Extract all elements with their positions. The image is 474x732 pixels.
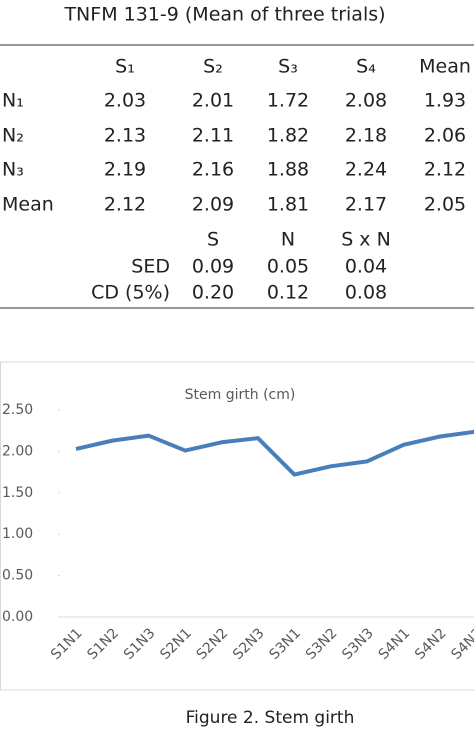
cell: 2.08 — [345, 90, 387, 112]
cell: 2.05 — [424, 194, 466, 216]
row-label: Mean — [2, 194, 54, 216]
x-tick-label: S2N1 — [157, 625, 195, 663]
stat-label: CD (5%) — [91, 282, 170, 304]
y-tick-label: 0.00 — [2, 609, 33, 625]
x-tick-label: S3N3 — [339, 625, 377, 663]
cell: 2.19 — [104, 159, 146, 181]
table-title: TNFM 131-9 (Mean of three trials) — [63, 4, 385, 26]
x-tick-label: S1N3 — [121, 625, 159, 663]
chart-title: Stem girth (cm) — [185, 387, 296, 403]
stat-cell: 0.04 — [345, 256, 387, 278]
stat-cell: 0.08 — [345, 282, 387, 304]
y-tick-label: 2.50 — [2, 402, 33, 418]
cell: 1.72 — [267, 90, 309, 112]
x-tick-label: S3N2 — [303, 625, 341, 663]
cell: 2.01 — [192, 90, 234, 112]
cell: 1.88 — [267, 159, 309, 181]
line-series — [75, 429, 474, 477]
cell: 1.93 — [424, 90, 466, 112]
column-header: Mean — [419, 56, 471, 78]
y-tick-label: 1.00 — [2, 526, 33, 542]
cell: 1.81 — [267, 194, 309, 216]
chart-frame — [0, 361, 474, 691]
caption: Figure 2. Stem girth — [186, 708, 355, 728]
cell: 2.18 — [345, 125, 387, 147]
x-tick-label: S2N3 — [230, 625, 268, 663]
cell: 2.03 — [104, 90, 146, 112]
cell: 2.11 — [192, 125, 234, 147]
cell: 2.12 — [104, 194, 146, 216]
row-label: N₃ — [2, 159, 24, 181]
stat-cell: 0.12 — [267, 282, 309, 304]
y-tick-label: 2.00 — [2, 443, 33, 459]
stat-cell: 0.05 — [267, 256, 309, 278]
stat-cell: 0.09 — [192, 256, 234, 278]
y-tick-label: 1.50 — [2, 485, 33, 501]
x-tick-label: S1N1 — [48, 625, 86, 663]
cell: 2.24 — [345, 159, 387, 181]
x-tick-label: S2N2 — [194, 625, 232, 663]
column-header: S₄ — [356, 56, 376, 78]
stat-header: S — [207, 229, 219, 251]
x-tick-label: S3N1 — [266, 625, 304, 663]
row-label: N₁ — [2, 90, 24, 112]
cell: 2.12 — [424, 159, 466, 181]
x-tick-label: S4N2 — [412, 625, 450, 663]
stat-label: SED — [131, 256, 170, 278]
column-header: S₃ — [278, 56, 298, 78]
y-tick-label: 0.50 — [2, 568, 33, 584]
column-header: S₁ — [115, 56, 135, 78]
row-label: N₂ — [2, 125, 24, 147]
stat-header: N — [281, 229, 295, 251]
cell: 2.16 — [192, 159, 234, 181]
column-header: S₂ — [203, 56, 223, 78]
cell: 2.06 — [424, 125, 466, 147]
cell: 2.17 — [345, 194, 387, 216]
stat-header: S x N — [341, 229, 391, 251]
x-tick-label: S4N3 — [448, 625, 474, 663]
x-tick-label: S4N1 — [376, 625, 414, 663]
x-tick-label: S1N2 — [84, 625, 122, 663]
stat-cell: 0.20 — [192, 282, 234, 304]
cell: 1.82 — [267, 125, 309, 147]
cell: 2.09 — [192, 194, 234, 216]
cell: 2.13 — [104, 125, 146, 147]
